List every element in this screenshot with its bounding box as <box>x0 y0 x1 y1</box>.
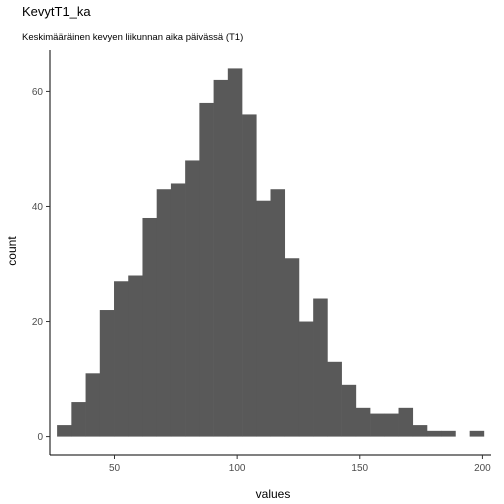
y-axis-title: count <box>5 236 19 266</box>
histogram-bar-14 <box>256 200 271 437</box>
histogram-bar-0 <box>57 425 72 437</box>
histogram-bar-24 <box>398 407 414 437</box>
y-tick-label: 60 <box>32 87 44 98</box>
histogram-bar-7 <box>156 189 172 437</box>
x-tick-label: 200 <box>474 463 491 474</box>
histogram-bar-6 <box>142 217 157 437</box>
histogram-bar-26 <box>426 430 442 437</box>
histogram-bar-10 <box>199 102 214 437</box>
histogram-bar-19 <box>327 361 342 437</box>
histogram-bar-4 <box>114 281 129 437</box>
histogram-bar-22 <box>370 413 385 437</box>
histogram-bar-20 <box>341 384 357 437</box>
y-tick-label: 0 <box>37 432 43 443</box>
histogram-bar-15 <box>270 189 286 437</box>
x-axis-ticks: 50 100 150 200 <box>109 455 491 474</box>
histogram-bar-18 <box>313 298 328 437</box>
histogram-bar-13 <box>242 114 257 437</box>
x-tick-label: 100 <box>229 463 246 474</box>
y-tick-label: 20 <box>32 317 44 328</box>
histogram-bar-17 <box>298 321 314 437</box>
histogram-bar-11 <box>213 79 229 437</box>
bars-group <box>57 68 485 437</box>
x-tick-label: 50 <box>109 463 121 474</box>
histogram-bar-1 <box>71 402 86 437</box>
y-tick-label: 40 <box>32 202 44 213</box>
histogram-bar-23 <box>384 413 399 437</box>
histogram-bar-25 <box>412 425 428 437</box>
histogram-bar-9 <box>185 160 200 437</box>
histogram-bar-12 <box>227 68 243 437</box>
histogram-bar-2 <box>85 373 101 437</box>
histogram-bar-8 <box>170 183 186 437</box>
histogram-bar-5 <box>128 275 143 437</box>
histogram-bar-16 <box>284 258 300 437</box>
histogram-bar-29 <box>469 430 485 437</box>
histogram-bar-21 <box>355 407 371 437</box>
histogram-bar-27 <box>441 430 456 437</box>
y-axis-ticks: 0 20 40 60 <box>32 87 50 443</box>
chart-subtitle: Keskimääräinen kevyen liikunnan aika päi… <box>22 32 244 43</box>
x-tick-label: 150 <box>351 463 368 474</box>
chart-title: KevytT1_ka <box>22 4 91 19</box>
x-axis-title: values <box>256 487 291 501</box>
histogram-bar-3 <box>99 310 115 437</box>
